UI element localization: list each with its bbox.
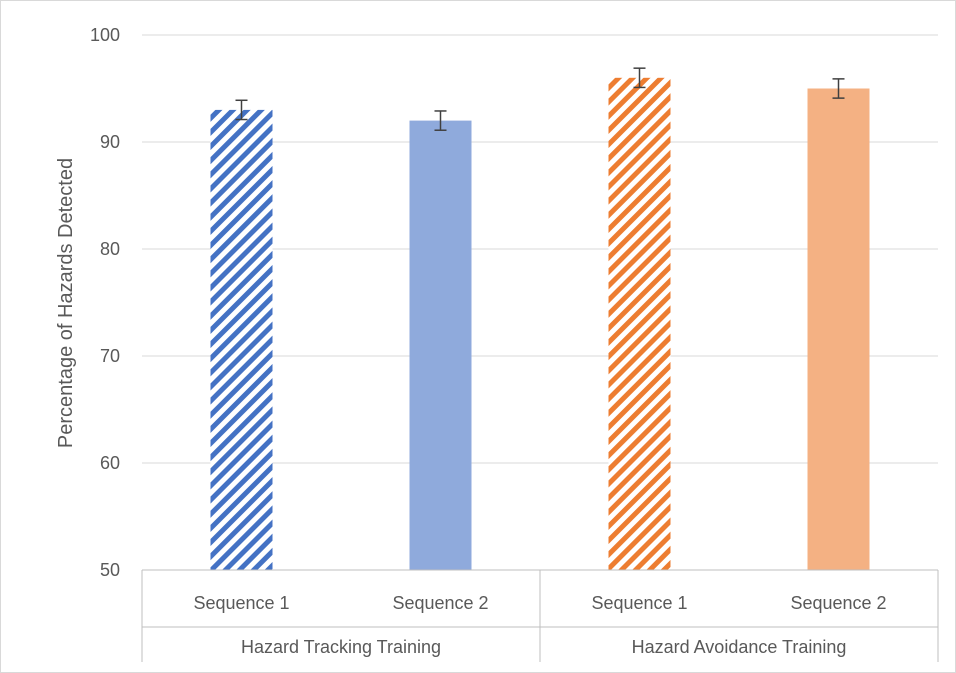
- x-category-label: Sequence 1: [193, 593, 289, 613]
- y-tick-label: 80: [100, 239, 120, 259]
- y-tick-label: 70: [100, 346, 120, 366]
- x-group-label: Hazard Tracking Training: [241, 637, 441, 657]
- bar: [410, 121, 472, 570]
- y-tick-labels: 50 60 70 80 90 100: [90, 25, 120, 580]
- bar: [609, 78, 671, 570]
- bar: [808, 89, 870, 571]
- y-axis-title: Percentage of Hazards Detected: [55, 158, 77, 448]
- x-category-label: Sequence 1: [591, 593, 687, 613]
- x-category-label: Sequence 2: [790, 593, 886, 613]
- y-tick-label: 90: [100, 132, 120, 152]
- y-tick-label: 50: [100, 560, 120, 580]
- category-axis: Sequence 1 Sequence 2 Sequence 1 Sequence 2…: [142, 570, 938, 662]
- bars: [211, 78, 870, 570]
- error-bars: [236, 68, 845, 130]
- bar: [211, 110, 273, 570]
- x-category-label: Sequence 2: [392, 593, 488, 613]
- y-tick-label: 100: [90, 25, 120, 45]
- y-tick-label: 60: [100, 453, 120, 473]
- x-group-label: Hazard Avoidance Training: [632, 637, 847, 657]
